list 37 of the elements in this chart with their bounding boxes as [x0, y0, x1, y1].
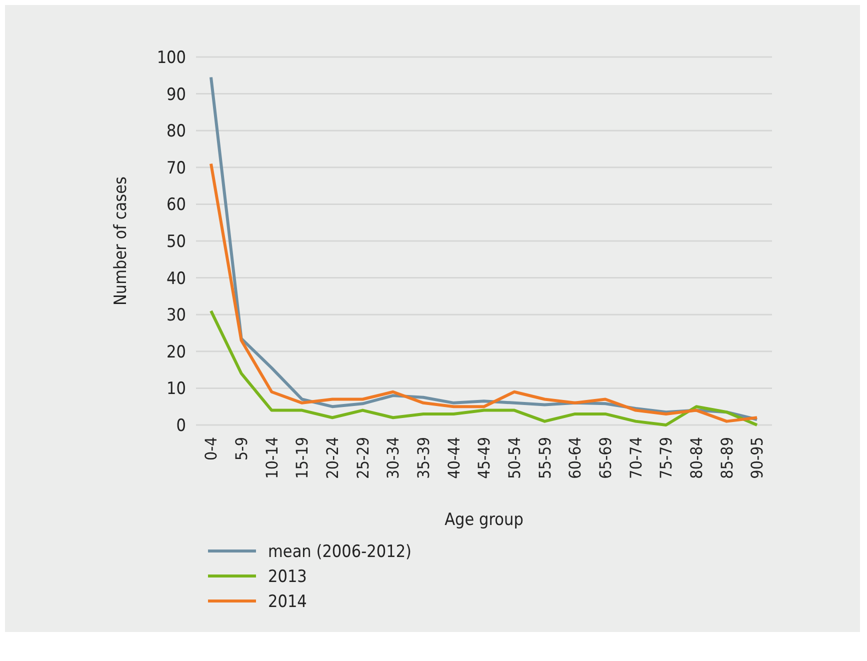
x-tick-label: 60-64: [566, 437, 585, 479]
x-tick-label: 25-29: [353, 437, 372, 479]
x-tick-label: 75-79: [656, 437, 676, 479]
x-tick-label: 5-9: [232, 437, 251, 461]
x-tick-label: 40-44: [444, 437, 464, 479]
y-tick-label: 50: [166, 232, 186, 252]
x-tick-label: 55-59: [535, 437, 554, 479]
legend-label: 2013: [268, 566, 307, 587]
y-tick-label: 0: [176, 416, 186, 436]
x-tick-label: 0-4: [202, 437, 221, 461]
x-tick-label: 80-84: [686, 437, 706, 479]
y-tick-label: 60: [166, 195, 186, 216]
x-tick-label: 10-14: [262, 437, 282, 479]
x-tick-label: 70-74: [626, 437, 646, 479]
x-axis-title: Age group: [444, 510, 524, 530]
x-tick-label: 50-54: [504, 437, 524, 479]
y-tick-label: 10: [166, 379, 186, 400]
y-tick-label: 40: [166, 268, 186, 289]
x-tick-label: 15-19: [292, 437, 312, 479]
x-tick-label: 30-34: [384, 437, 403, 479]
y-axis-title: Number of cases: [111, 176, 131, 306]
x-tick-label: 45-49: [474, 437, 494, 479]
y-tick-label: 80: [166, 122, 186, 142]
y-tick-label: 20: [166, 342, 186, 362]
y-tick-label: 90: [166, 84, 186, 105]
x-tick-label: 65-69: [596, 437, 615, 479]
x-tick-label: 90-95: [748, 437, 767, 479]
legend-label: 2014: [268, 592, 307, 612]
x-tick-label: 85-89: [717, 437, 736, 479]
line-series: [210, 162, 758, 423]
y-tick-label: 30: [166, 306, 186, 326]
line-series: [210, 309, 758, 426]
x-tick-label: 20-24: [322, 437, 342, 479]
x-tick-label: 35-39: [414, 437, 433, 479]
y-tick-label: 70: [166, 158, 186, 178]
legend-label: mean (2006-2012): [268, 542, 412, 562]
y-tick-label: 100: [156, 48, 186, 68]
